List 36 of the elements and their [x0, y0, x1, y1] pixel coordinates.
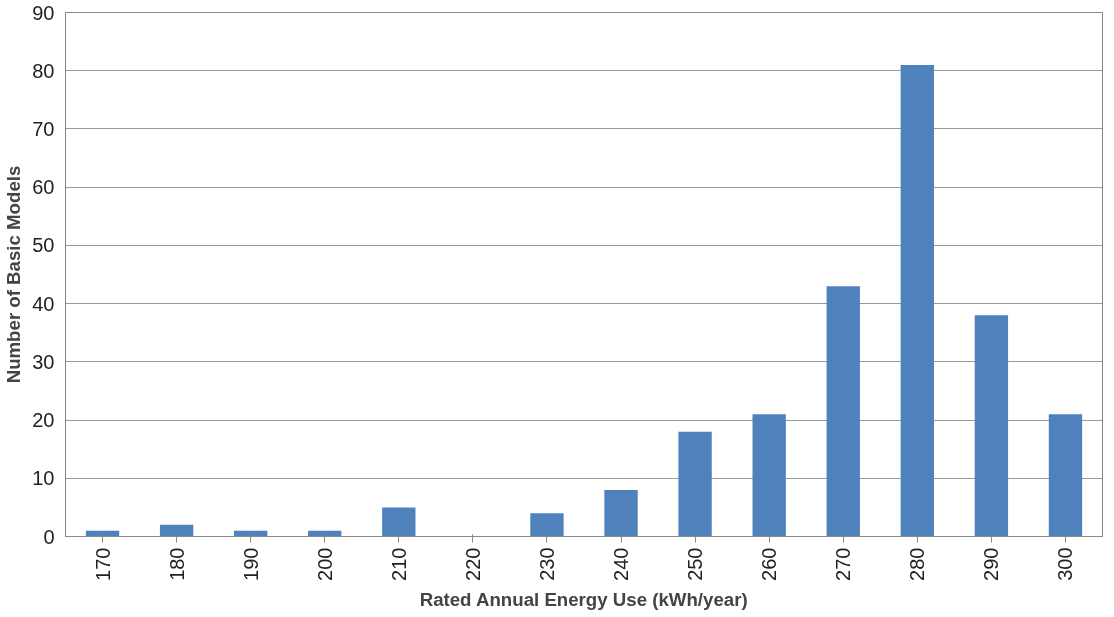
y-axis-title: Number of Basic Models [3, 165, 25, 384]
bar [159, 524, 194, 537]
x-tick-label: 250 [684, 547, 707, 581]
x-axis-title: Rated Annual Energy Use (kWh/year) [419, 588, 748, 610]
x-tick-label: 210 [387, 547, 410, 581]
bar [604, 489, 638, 537]
bar [752, 414, 786, 537]
bar [900, 64, 934, 537]
x-tick-label: 290 [980, 547, 1003, 581]
y-tick-label: 90 [32, 1, 55, 24]
x-tick-label: 270 [832, 547, 855, 581]
x-tick-label: 240 [610, 547, 633, 581]
bar [1048, 414, 1083, 537]
bar [826, 286, 860, 537]
y-tick-label: 20 [32, 409, 55, 432]
x-tick-label: 280 [906, 547, 929, 581]
y-tick-label: 30 [32, 350, 55, 373]
y-tick-label: 10 [32, 467, 55, 490]
y-tick-label: 70 [32, 117, 55, 140]
x-tick-label: 190 [239, 547, 262, 581]
y-tick-label: 40 [32, 292, 55, 315]
y-tick-label: 60 [32, 176, 55, 199]
x-tick-label: 260 [758, 547, 781, 581]
bar [974, 315, 1009, 537]
x-tick-label: 170 [91, 547, 114, 581]
bar [678, 431, 712, 537]
y-tick-label: 50 [32, 234, 55, 257]
x-tick-label: 180 [165, 547, 188, 581]
x-tick-label: 200 [313, 547, 336, 581]
bar [382, 507, 416, 537]
y-tick-label: 80 [32, 59, 55, 82]
y-tick-label: 0 [43, 525, 55, 548]
bar [530, 513, 564, 537]
x-tick-label: 300 [1054, 547, 1077, 581]
x-tick-label: 220 [461, 547, 484, 581]
x-tick-label: 230 [535, 547, 558, 581]
